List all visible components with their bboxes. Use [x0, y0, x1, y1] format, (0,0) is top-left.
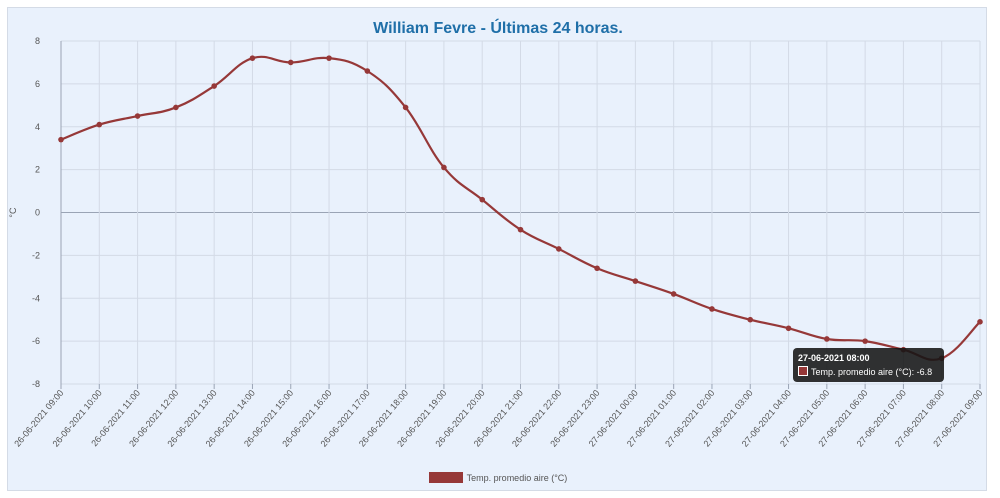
data-point — [709, 306, 715, 312]
data-point — [249, 55, 256, 61]
data-point — [555, 246, 562, 252]
tooltip-text: Temp. promedio aire (°C): -6.8 — [811, 367, 933, 377]
data-point — [594, 265, 600, 272]
data-point — [287, 59, 294, 66]
legend-label[interactable]: Temp. promedio aire (°C) — [466, 473, 568, 483]
data-point — [977, 319, 983, 325]
data-point — [824, 336, 830, 342]
y-tick-label: -8 — [32, 379, 40, 389]
tooltip-swatch — [798, 366, 808, 376]
data-point — [862, 338, 868, 344]
y-tick-label: -6 — [32, 336, 40, 346]
data-point — [747, 316, 754, 323]
data-point — [134, 113, 141, 119]
y-axis-label: °C — [8, 207, 18, 218]
y-tick-label: 6 — [35, 79, 40, 89]
data-point — [58, 136, 64, 143]
data-point — [173, 104, 179, 111]
data-point — [96, 121, 103, 128]
data-point — [517, 226, 524, 233]
data-point — [364, 68, 371, 74]
data-point — [326, 55, 332, 61]
legend-swatch[interactable] — [428, 472, 463, 483]
data-point — [632, 278, 639, 284]
data-point — [211, 83, 217, 89]
chart-panel: William Fevre - Últimas 24 horas. 8 6 4 2 0 -… — [7, 7, 987, 491]
y-tick-label: -4 — [32, 293, 40, 303]
y-tick-label: 0 — [35, 208, 40, 218]
data-point — [670, 291, 677, 297]
data-point — [402, 104, 409, 111]
y-tick-label: 4 — [35, 122, 40, 132]
y-tick-label: 8 — [35, 36, 40, 46]
chart-title: William Fevre - Últimas 24 horas. — [373, 20, 623, 37]
legend[interactable]: Temp. promedio aire (°C) — [8, 472, 988, 483]
data-point — [479, 196, 486, 203]
tooltip-title: 27-06-2021 08:00 — [798, 353, 870, 363]
y-tick-label: 2 — [35, 165, 40, 175]
tooltip: 27-06-2021 08:00 Temp. promedio aire (°C… — [793, 348, 944, 382]
data-point — [441, 164, 447, 171]
data-point — [785, 325, 792, 332]
y-tick-label: -2 — [32, 250, 40, 260]
